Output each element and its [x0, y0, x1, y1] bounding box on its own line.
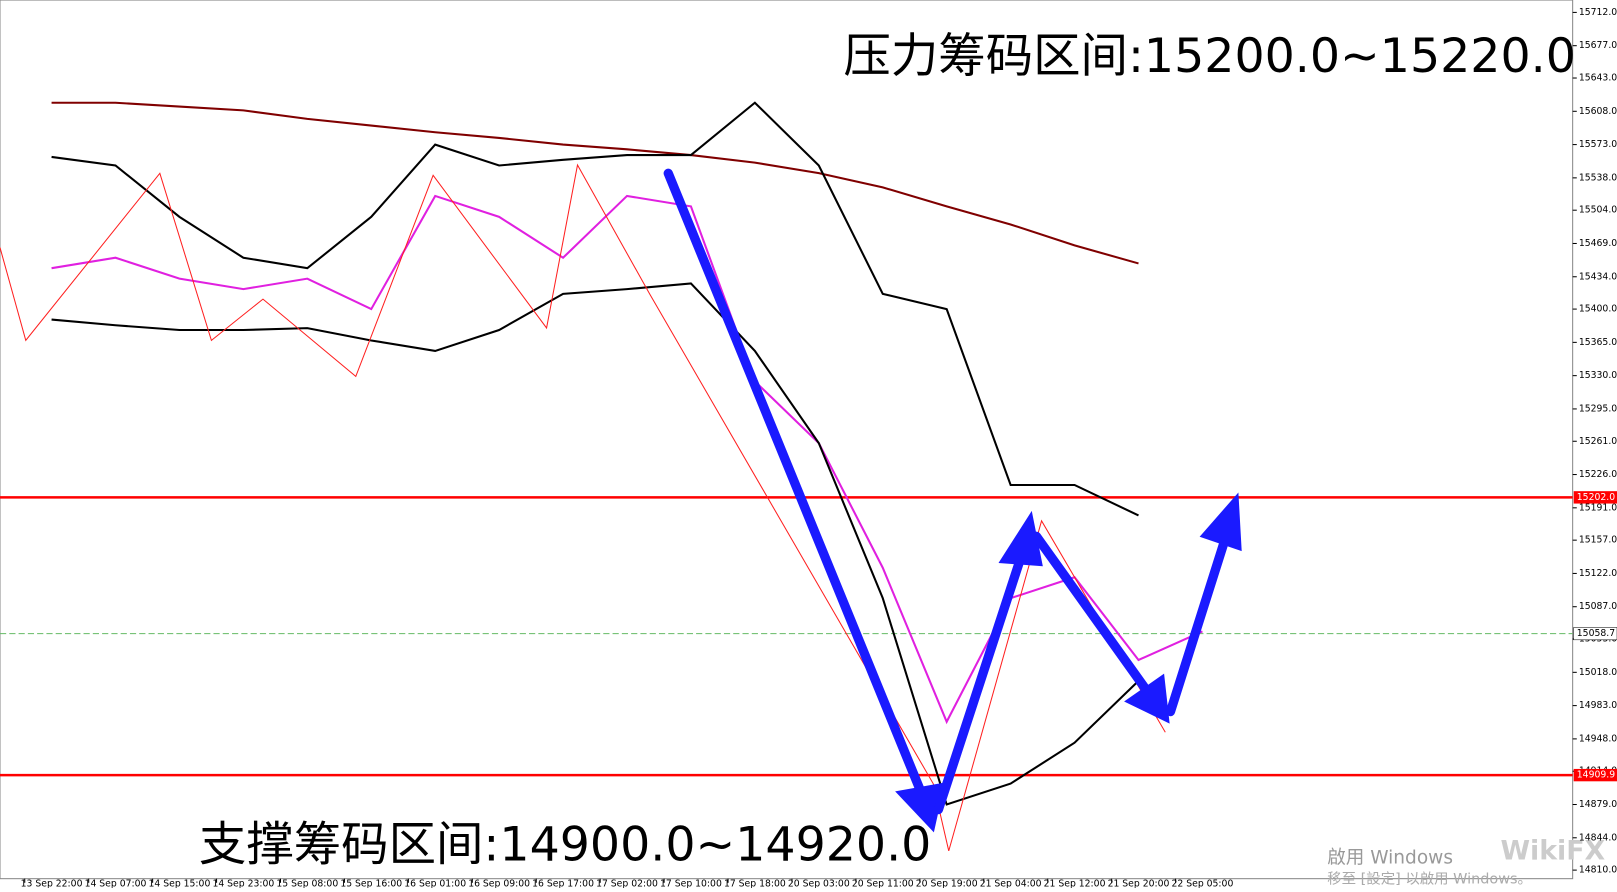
- y-tick-label: 15643.0: [1579, 73, 1617, 84]
- y-tick-label: 15087.0: [1579, 601, 1617, 612]
- x-tick-label: 16 Sep 01:00: [404, 878, 466, 888]
- x-tick-label: 15 Sep 16:00: [340, 878, 402, 888]
- y-tick-label: 15504.0: [1579, 205, 1617, 216]
- zigzag: [0, 163, 1166, 851]
- y-tick-label: 15538.0: [1579, 172, 1617, 183]
- y-tick-label: 15365.0: [1579, 337, 1617, 348]
- x-tick-label: 17 Sep 10:00: [660, 878, 722, 888]
- y-tick-label: 15191.0: [1579, 502, 1617, 513]
- y-tick-label: 14810.0: [1579, 865, 1617, 876]
- y-tick-label: 15712.0: [1579, 7, 1617, 18]
- y-tick-label: 15157.0: [1579, 535, 1617, 546]
- x-tick-label: 22 Sep 05:00: [1172, 878, 1234, 888]
- price-label-box: [1573, 768, 1617, 782]
- x-tick-label: 16 Sep 17:00: [532, 878, 594, 888]
- y-tick-label: 15261.0: [1579, 436, 1617, 447]
- x-tick-label: 16 Sep 09:00: [468, 878, 530, 888]
- y-tick-label: 15573.0: [1579, 139, 1617, 150]
- price-label: 15058.7: [1577, 628, 1615, 639]
- y-tick-label: 15400.0: [1579, 304, 1617, 315]
- x-tick-label: 20 Sep 11:00: [852, 878, 914, 888]
- y-tick-label: 15122.0: [1579, 568, 1617, 579]
- series-line: [51, 101, 1139, 517]
- x-tick-label: 14 Sep 07:00: [85, 878, 147, 888]
- price-label: 15202.0: [1577, 492, 1615, 503]
- y-tick-label: 15295.0: [1579, 403, 1617, 414]
- price-label: 14909.9: [1577, 770, 1615, 781]
- x-tick-label: 14 Sep 15:00: [149, 878, 211, 888]
- x-tick-label: 17 Sep 02:00: [596, 878, 658, 888]
- x-tick-label: 15 Sep 08:00: [276, 878, 338, 888]
- y-tick-label: 15226.0: [1579, 469, 1617, 480]
- x-tick-label: 14 Sep 23:00: [212, 878, 274, 888]
- x-tick-label: 21 Sep 20:00: [1108, 878, 1170, 888]
- y-tick-label: 14844.0: [1579, 832, 1617, 843]
- annotation: 压力筹码区间:15200.0~15220.0: [843, 29, 1575, 84]
- watermark: WikiFX: [1500, 835, 1605, 866]
- watermark: 啟用 Windows: [1327, 848, 1453, 869]
- y-tick-label: 14948.0: [1579, 733, 1617, 744]
- y-tick-label: 15330.0: [1579, 370, 1617, 381]
- y-tick-label: 15677.0: [1579, 40, 1617, 51]
- series-line: [51, 282, 1140, 806]
- x-tick-label: 20 Sep 19:00: [916, 878, 978, 888]
- price-label-box: [1573, 627, 1617, 641]
- trend-arrows: [663, 168, 1242, 833]
- x-tick-label: 17 Sep 18:00: [724, 878, 786, 888]
- y-tick-label: 15434.0: [1579, 271, 1617, 282]
- watermark: 移至 [設定] 以啟用 Windows。: [1327, 871, 1532, 888]
- y-tick-label: 14879.0: [1579, 799, 1617, 810]
- y-tick-label: 15469.0: [1579, 238, 1617, 249]
- price-label-box: [1573, 491, 1617, 504]
- y-tick-label: 15608.0: [1579, 106, 1617, 117]
- x-tick-label: 13 Sep 22:00: [21, 878, 83, 888]
- series-line: [51, 101, 1139, 265]
- x-tick-label: 21 Sep 12:00: [1044, 878, 1106, 888]
- plot-area: [0, 0, 1574, 880]
- x-tick-label: 21 Sep 04:00: [980, 878, 1042, 888]
- y-tick-label: 15018.0: [1579, 667, 1617, 678]
- annotation: 支撑筹码区间:14900.0~14920.0: [199, 818, 931, 873]
- y-tick-label: 14983.0: [1579, 700, 1617, 711]
- x-tick-label: 20 Sep 03:00: [788, 878, 850, 888]
